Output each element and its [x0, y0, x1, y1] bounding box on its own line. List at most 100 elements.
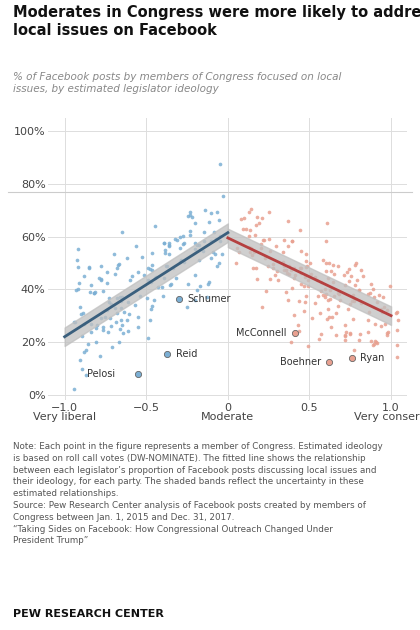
- Point: [112, 268, 119, 278]
- Point: [78, 331, 85, 341]
- Point: [106, 313, 113, 323]
- Point: [393, 340, 400, 350]
- Point: [167, 279, 174, 289]
- Point: [177, 243, 184, 253]
- Point: [266, 246, 273, 256]
- Point: [145, 333, 152, 343]
- Point: [303, 260, 310, 270]
- Point: [242, 224, 249, 234]
- Point: [87, 287, 94, 297]
- Point: [76, 302, 83, 312]
- Point: [100, 286, 106, 296]
- Point: [205, 277, 212, 287]
- Point: [326, 312, 332, 322]
- Point: [95, 273, 102, 284]
- Point: [105, 293, 112, 303]
- Point: [295, 295, 302, 306]
- Point: [346, 299, 353, 309]
- Point: [297, 263, 303, 273]
- Point: [298, 246, 304, 256]
- Point: [316, 335, 323, 345]
- Point: [192, 295, 199, 305]
- Point: [298, 268, 304, 278]
- Point: [193, 240, 200, 250]
- Point: [342, 329, 349, 340]
- Point: [213, 234, 219, 244]
- Point: [302, 249, 309, 259]
- Point: [237, 214, 244, 224]
- Point: [117, 295, 124, 306]
- Point: [97, 274, 104, 284]
- Point: [381, 302, 387, 312]
- Point: [176, 294, 182, 304]
- Point: [335, 261, 341, 272]
- Point: [273, 266, 280, 276]
- Point: [166, 241, 173, 251]
- Point: [298, 278, 304, 289]
- Point: [144, 292, 150, 302]
- Point: [375, 290, 382, 301]
- Point: [351, 296, 357, 306]
- Point: [289, 236, 295, 246]
- Point: [304, 275, 311, 285]
- Point: [186, 207, 193, 217]
- Point: [383, 305, 390, 315]
- Point: [381, 319, 388, 329]
- Text: Moderate: Moderate: [201, 411, 255, 421]
- Point: [291, 328, 298, 338]
- Point: [335, 287, 342, 297]
- Point: [353, 258, 360, 268]
- Text: Pelosi: Pelosi: [87, 369, 115, 379]
- Point: [346, 328, 353, 338]
- Point: [162, 245, 168, 255]
- Point: [160, 273, 167, 284]
- Point: [384, 328, 391, 338]
- Text: Ryan: Ryan: [360, 353, 384, 363]
- Point: [83, 370, 90, 380]
- Point: [352, 260, 358, 270]
- Point: [194, 285, 200, 295]
- Point: [235, 246, 242, 256]
- Point: [165, 238, 172, 248]
- Point: [191, 218, 198, 228]
- Point: [366, 307, 373, 318]
- Point: [324, 295, 331, 305]
- Point: [387, 281, 394, 291]
- Point: [93, 337, 100, 347]
- Point: [104, 278, 110, 288]
- Point: [146, 276, 152, 286]
- Point: [75, 244, 81, 254]
- Point: [284, 241, 291, 251]
- Point: [346, 276, 352, 286]
- Point: [207, 209, 214, 219]
- Point: [204, 292, 211, 302]
- Point: [311, 298, 318, 308]
- Point: [139, 252, 145, 262]
- Point: [161, 238, 168, 248]
- Point: [281, 265, 288, 275]
- Point: [102, 312, 108, 322]
- Point: [250, 263, 257, 273]
- Point: [365, 289, 371, 299]
- Point: [281, 261, 287, 271]
- Point: [118, 315, 125, 325]
- Point: [356, 285, 362, 295]
- Point: [291, 273, 297, 284]
- Point: [115, 260, 122, 270]
- Point: [254, 212, 261, 222]
- Point: [202, 205, 208, 215]
- Point: [147, 304, 154, 314]
- Point: [302, 290, 309, 301]
- Point: [195, 239, 202, 249]
- Point: [176, 232, 183, 242]
- Point: [73, 285, 79, 295]
- Point: [368, 278, 375, 289]
- Point: [200, 246, 207, 256]
- Point: [185, 210, 192, 220]
- Point: [344, 304, 351, 314]
- Point: [114, 263, 121, 273]
- Point: [110, 249, 117, 259]
- Point: [164, 261, 171, 271]
- Point: [348, 295, 355, 306]
- Point: [367, 288, 373, 298]
